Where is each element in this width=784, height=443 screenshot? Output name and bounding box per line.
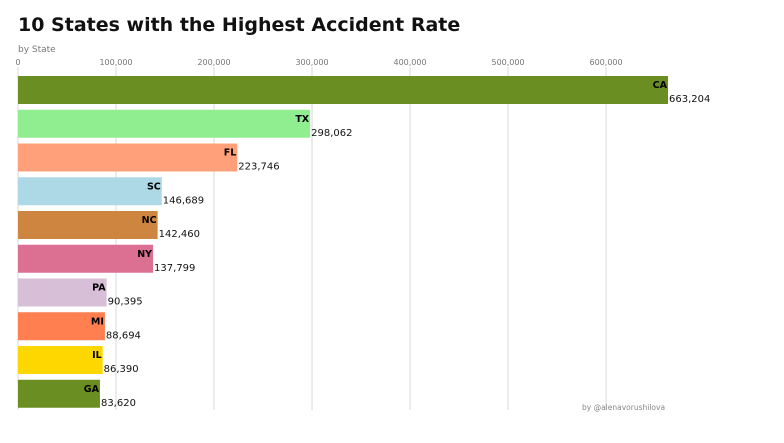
chart-subtitle: by State — [18, 45, 56, 55]
bar-ny — [18, 244, 154, 273]
x-tick-label: 300,000 — [295, 58, 328, 67]
bar-category-label: NC — [142, 215, 157, 226]
bar-value-label: 663,204 — [669, 94, 710, 105]
bar-fl — [18, 143, 238, 172]
bar-il — [18, 346, 103, 374]
bar-nc — [18, 211, 158, 239]
bar-value-label: 298,062 — [311, 128, 352, 139]
bar-category-label: TX — [295, 114, 309, 125]
bar-value-label: 83,620 — [101, 398, 136, 409]
bars — [18, 76, 668, 408]
bar-category-label: GA — [84, 384, 100, 395]
bar-category-label: CA — [653, 80, 668, 91]
x-tick-label: 100,000 — [99, 58, 132, 67]
bar-ga — [18, 379, 100, 408]
bar-category-label: NY — [137, 249, 152, 260]
bar-value-label: 86,390 — [104, 364, 139, 375]
bar-category-label: MI — [91, 316, 104, 327]
credit-text: by @alenavorushilova — [582, 403, 666, 412]
bar-value-label: 146,689 — [163, 195, 204, 206]
bar-tx — [18, 109, 311, 138]
chart-title: 10 States with the Highest Accident Rate — [18, 14, 461, 36]
bar-category-label: FL — [224, 148, 237, 159]
bar-value-label: 88,694 — [106, 330, 141, 341]
x-tick-label: 600,000 — [590, 58, 623, 67]
x-axis-ticks: 0 100,000 200,000 300,000 400,000 500,000 600,… — [15, 58, 622, 67]
bar-category-label: IL — [92, 350, 102, 361]
bar-ca — [18, 76, 668, 104]
bar-value-label: 90,395 — [108, 297, 143, 308]
x-tick-label: 200,000 — [197, 58, 230, 67]
bar-category-label: SC — [147, 181, 161, 192]
bar-category-label: PA — [92, 283, 106, 294]
bar-value-label: 137,799 — [154, 263, 195, 274]
x-tick-label: 0 — [15, 58, 20, 67]
bar-pa — [18, 278, 107, 307]
x-tick-label: 400,000 — [393, 58, 426, 67]
bar-sc — [18, 177, 162, 206]
bar-value-label: 142,460 — [159, 229, 200, 240]
bar-mi — [18, 312, 105, 341]
bar-value-label: 223,746 — [238, 162, 279, 173]
x-tick-label: 500,000 — [491, 58, 524, 67]
